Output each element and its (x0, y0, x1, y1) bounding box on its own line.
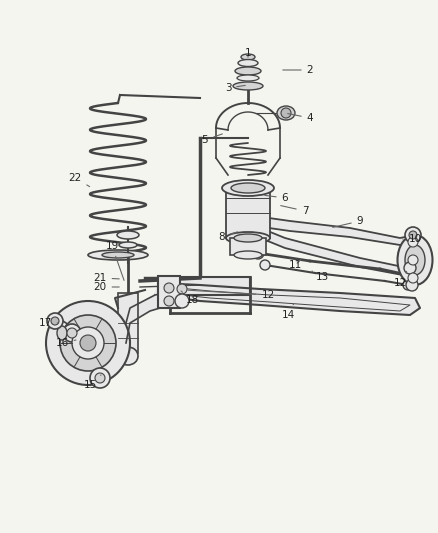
Polygon shape (126, 293, 165, 343)
Text: 3: 3 (225, 83, 245, 93)
Bar (158, 276, 180, 308)
Circle shape (51, 317, 59, 325)
Circle shape (90, 368, 110, 388)
Ellipse shape (117, 231, 139, 239)
Ellipse shape (57, 326, 67, 340)
Ellipse shape (235, 67, 261, 75)
Text: 11: 11 (288, 260, 302, 270)
Ellipse shape (405, 245, 425, 275)
Text: 8: 8 (219, 232, 237, 242)
Ellipse shape (88, 250, 148, 260)
Circle shape (95, 373, 105, 383)
Ellipse shape (118, 347, 138, 365)
Circle shape (403, 280, 413, 290)
Circle shape (402, 269, 414, 281)
Text: 22: 22 (68, 173, 90, 187)
Polygon shape (248, 223, 408, 276)
Bar (118, 293, 138, 353)
Circle shape (408, 273, 418, 283)
Circle shape (47, 313, 63, 329)
Ellipse shape (237, 75, 259, 81)
Text: 12: 12 (393, 271, 406, 288)
Circle shape (281, 108, 291, 118)
Ellipse shape (226, 232, 270, 244)
FancyBboxPatch shape (170, 277, 250, 295)
Circle shape (60, 315, 116, 371)
Text: 17: 17 (39, 318, 58, 328)
Ellipse shape (233, 82, 263, 90)
Circle shape (67, 328, 77, 338)
Ellipse shape (222, 180, 274, 196)
Circle shape (260, 260, 270, 270)
Text: 21: 21 (93, 273, 119, 283)
Ellipse shape (398, 235, 432, 285)
Bar (226, 188, 270, 238)
Text: 19: 19 (106, 241, 124, 280)
Circle shape (80, 335, 96, 351)
Text: 4: 4 (288, 113, 313, 123)
Text: 12: 12 (188, 290, 275, 300)
Circle shape (177, 284, 187, 294)
Text: 1: 1 (245, 48, 251, 58)
Text: 6: 6 (265, 193, 288, 203)
Circle shape (164, 283, 174, 293)
Ellipse shape (238, 60, 258, 67)
Text: 15: 15 (83, 375, 101, 390)
Ellipse shape (234, 251, 262, 259)
Text: 5: 5 (201, 134, 223, 145)
Circle shape (408, 255, 418, 265)
Text: 18: 18 (181, 291, 198, 305)
Circle shape (406, 279, 418, 291)
Text: 2: 2 (283, 65, 313, 75)
Ellipse shape (234, 234, 262, 242)
Circle shape (409, 231, 417, 239)
Ellipse shape (277, 106, 295, 120)
Text: 14: 14 (281, 303, 295, 320)
Polygon shape (248, 215, 415, 245)
Polygon shape (155, 283, 420, 315)
Text: 10: 10 (403, 234, 421, 244)
Text: 7: 7 (281, 206, 308, 216)
Circle shape (408, 237, 418, 247)
Text: 9: 9 (333, 216, 363, 228)
Text: 20: 20 (93, 282, 119, 292)
Circle shape (404, 262, 416, 274)
Circle shape (252, 247, 264, 259)
Ellipse shape (119, 242, 137, 248)
Circle shape (63, 324, 81, 342)
FancyBboxPatch shape (230, 238, 266, 255)
Ellipse shape (241, 54, 255, 60)
Circle shape (405, 227, 421, 243)
Circle shape (46, 301, 130, 385)
Circle shape (175, 294, 189, 308)
Circle shape (164, 296, 174, 306)
Text: 16: 16 (55, 338, 76, 348)
Circle shape (72, 327, 104, 359)
Ellipse shape (231, 183, 265, 193)
Text: 13: 13 (312, 271, 328, 282)
Ellipse shape (102, 252, 134, 258)
